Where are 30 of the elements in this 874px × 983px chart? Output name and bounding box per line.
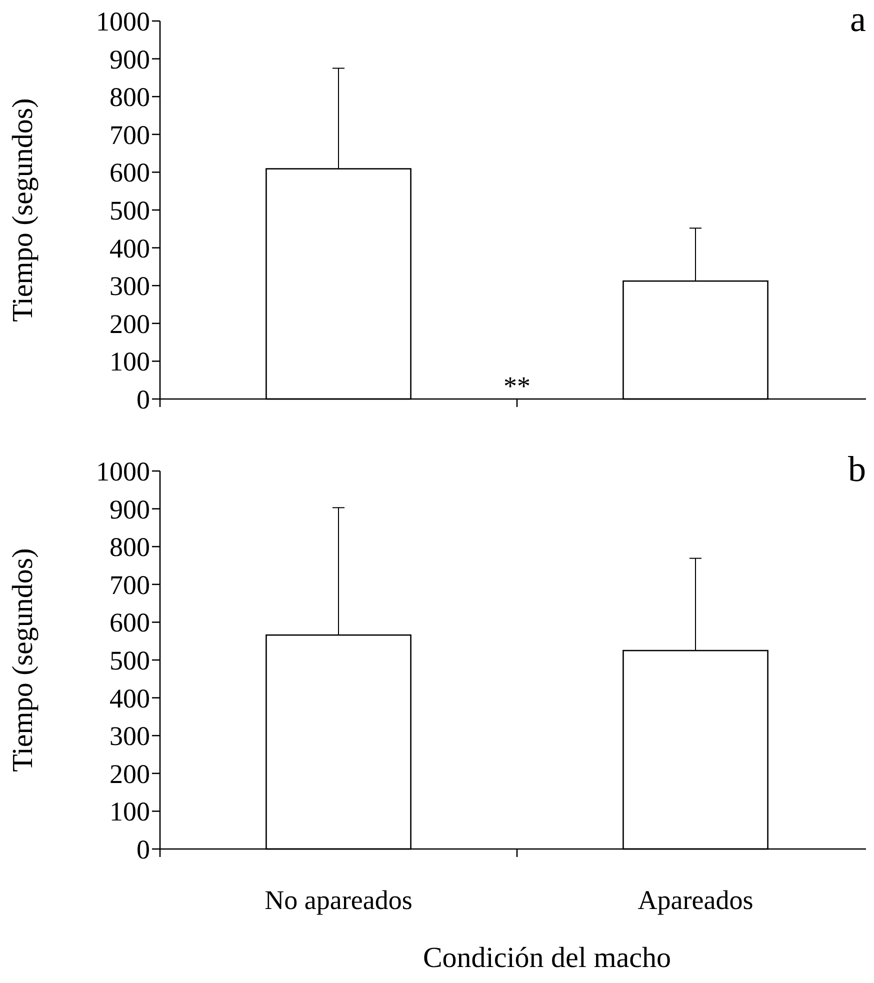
y-tick-label: 1000 — [96, 6, 150, 36]
y-tick-label: 400 — [110, 683, 150, 714]
y-tick-label: 500 — [110, 195, 150, 226]
y-axis-title: Tiempo (segundos) — [7, 98, 39, 322]
y-tick-label: 600 — [110, 608, 150, 638]
x-axis-title: Condición del macho — [422, 942, 672, 974]
y-tick-label: 100 — [110, 796, 150, 827]
y-tick-label: 200 — [110, 758, 150, 789]
y-tick-label: 1000 — [96, 456, 150, 486]
y-tick-label: 800 — [110, 532, 150, 562]
y-tick-label: 0 — [136, 834, 150, 864]
y-axis-title: Tiempo (segundos) — [7, 548, 39, 772]
annotation: ** — [504, 371, 530, 401]
y-tick-label: 700 — [110, 120, 150, 150]
y-tick-label: 900 — [110, 44, 150, 74]
y-tick-label: 300 — [110, 721, 150, 752]
y-tick-label: 500 — [110, 645, 150, 676]
y-tick-label: 900 — [110, 494, 150, 524]
y-tick-label: 300 — [110, 271, 150, 302]
y-tick-label: 800 — [110, 82, 150, 112]
y-tick-label: 0 — [136, 384, 150, 414]
x-tick-label: Apareados — [638, 885, 754, 915]
x-tick-label: No apareados — [264, 885, 412, 915]
y-tick-label: 600 — [110, 158, 150, 188]
chart-title: b — [848, 449, 866, 489]
y-tick-label: 100 — [110, 346, 150, 377]
y-tick-label: 700 — [110, 570, 150, 600]
chart-title: a — [850, 0, 866, 39]
y-tick-label: 400 — [110, 233, 150, 264]
y-tick-label: 200 — [110, 308, 150, 339]
